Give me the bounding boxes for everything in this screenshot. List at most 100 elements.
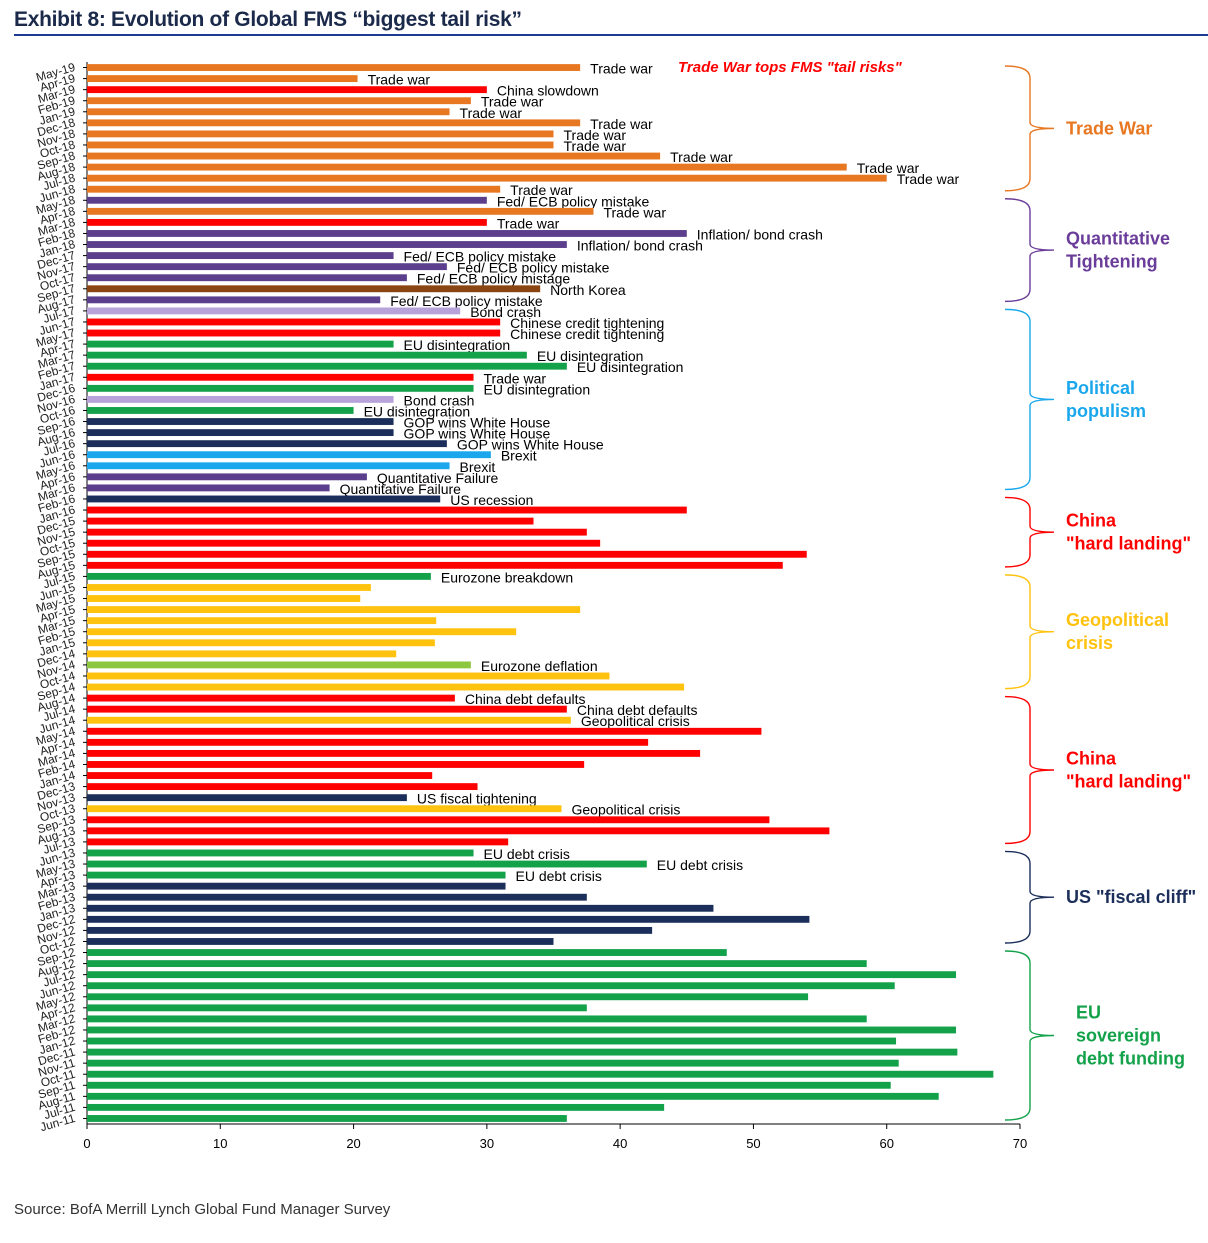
group-brace bbox=[1004, 308, 1055, 491]
bar bbox=[87, 517, 534, 525]
bar bbox=[87, 230, 687, 237]
bar bbox=[87, 185, 501, 193]
bar bbox=[87, 849, 474, 857]
bar bbox=[87, 949, 727, 956]
bar-label: US fiscal tightening bbox=[417, 791, 537, 807]
bar bbox=[87, 915, 810, 923]
bar bbox=[87, 263, 447, 271]
bar bbox=[87, 584, 371, 591]
bar bbox=[87, 617, 437, 625]
bar bbox=[87, 628, 517, 636]
group-label: crisis bbox=[1066, 633, 1113, 653]
x-tick-label: 40 bbox=[613, 1136, 627, 1151]
bar bbox=[87, 351, 527, 359]
bar bbox=[87, 639, 435, 647]
bar-label: Trade war bbox=[590, 116, 653, 132]
bar-label: Brexit bbox=[460, 459, 496, 475]
bar bbox=[87, 528, 587, 536]
bar bbox=[87, 418, 394, 425]
bar-label: GOP wins White House bbox=[457, 437, 604, 453]
bar-label: EU disintegration bbox=[364, 403, 471, 419]
bar-label: Trade war bbox=[510, 182, 573, 198]
bar bbox=[87, 407, 354, 414]
bar-label: Fed/ ECB policy mistake bbox=[457, 260, 610, 276]
bar bbox=[87, 761, 585, 768]
bar-label: Trade war bbox=[603, 204, 666, 220]
bar-label: US recession bbox=[450, 492, 533, 508]
bar bbox=[87, 307, 461, 315]
bar bbox=[87, 1015, 867, 1023]
bar-label: Trade war bbox=[897, 171, 960, 187]
bar bbox=[87, 716, 571, 724]
bar bbox=[87, 971, 957, 979]
bar-label: Quantitative Failure bbox=[340, 481, 462, 497]
bar bbox=[87, 827, 830, 835]
bar-label: Fed/ ECB policy mistage bbox=[417, 271, 570, 287]
bar-label: Inflation/ bond crash bbox=[577, 238, 703, 254]
bar bbox=[87, 451, 491, 459]
bar bbox=[87, 1004, 587, 1012]
bar bbox=[87, 241, 567, 248]
bar-label: Chinese credit tightening bbox=[510, 326, 664, 342]
x-tick-label: 0 bbox=[83, 1136, 90, 1151]
bar-label: EU disintegration bbox=[484, 381, 591, 397]
bar bbox=[87, 75, 358, 83]
bar bbox=[87, 152, 661, 160]
group-brace bbox=[1004, 496, 1055, 568]
bar bbox=[87, 893, 587, 901]
group-label: Tightening bbox=[1066, 252, 1158, 272]
group-label: Political bbox=[1066, 378, 1135, 398]
bar-label: Trade war bbox=[497, 215, 560, 231]
bar bbox=[87, 960, 867, 968]
bar-label: Trade war bbox=[481, 94, 544, 110]
group-brace bbox=[1004, 850, 1055, 944]
bar-label: Eurozone breakdown bbox=[441, 569, 573, 585]
bar bbox=[87, 904, 714, 912]
bar bbox=[87, 860, 647, 868]
bar bbox=[87, 838, 509, 846]
bar bbox=[87, 1048, 958, 1056]
bar bbox=[87, 196, 487, 204]
bar bbox=[87, 1037, 897, 1045]
bar bbox=[87, 318, 501, 326]
bar bbox=[87, 252, 394, 260]
bar-label: China debt defaults bbox=[465, 691, 586, 707]
group-label: China bbox=[1066, 511, 1117, 531]
group-label: EU bbox=[1076, 1003, 1101, 1023]
bar-label: Trade war bbox=[460, 105, 523, 121]
bar-label: Chinese credit tightening bbox=[510, 315, 664, 331]
bar bbox=[87, 296, 381, 304]
bar bbox=[87, 1026, 957, 1034]
bar-label: China slowdown bbox=[497, 83, 599, 99]
bar-label: Bond crash bbox=[404, 392, 475, 408]
bar bbox=[87, 772, 433, 779]
bar bbox=[87, 97, 471, 105]
bar-label: Trade war bbox=[484, 370, 547, 386]
bar-label: Trade war bbox=[590, 61, 653, 77]
bar bbox=[87, 440, 447, 448]
bar bbox=[87, 340, 394, 348]
group-label: China bbox=[1066, 749, 1117, 769]
bar bbox=[87, 207, 594, 215]
bar bbox=[87, 86, 487, 94]
bar bbox=[87, 1103, 665, 1111]
bar bbox=[87, 495, 441, 503]
bar bbox=[87, 274, 407, 282]
group-label: Trade War bbox=[1066, 118, 1152, 138]
group-brace bbox=[1004, 65, 1055, 192]
chart-annotation: Trade War tops FMS "tail risks" bbox=[678, 59, 903, 76]
bar bbox=[87, 550, 807, 558]
bar bbox=[87, 805, 562, 813]
bar-label: Geopolitical crisis bbox=[571, 802, 680, 818]
bar bbox=[87, 64, 581, 71]
bar-label: Trade war bbox=[857, 160, 920, 176]
bar bbox=[87, 650, 397, 658]
bar-label: Bond crash bbox=[470, 304, 541, 320]
bar-label: Trade war bbox=[670, 149, 733, 165]
group-label: Geopolitical bbox=[1066, 610, 1169, 630]
bar-label: China debt defaults bbox=[577, 702, 698, 718]
bar-label: EU disintegration bbox=[537, 348, 644, 364]
bar bbox=[87, 738, 649, 746]
bar bbox=[87, 871, 506, 879]
